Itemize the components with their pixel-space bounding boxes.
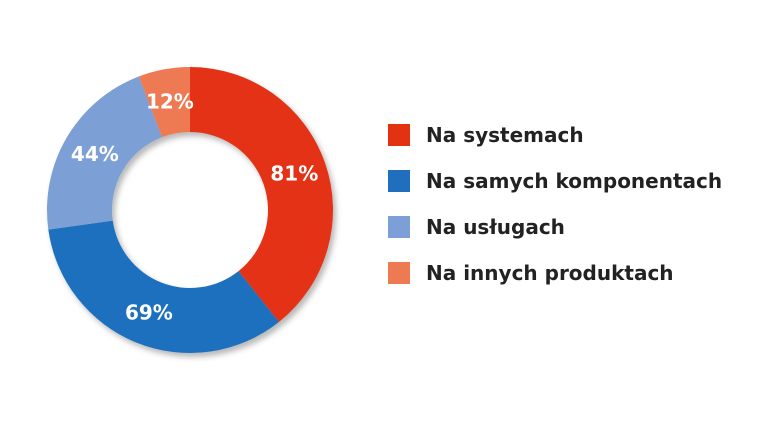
legend-swatch-1 xyxy=(388,124,410,146)
legend-item-3: Na usługach xyxy=(388,204,722,250)
donut-slice-3 xyxy=(46,76,163,230)
legend-item-1: Na systemach xyxy=(388,112,722,158)
legend-label-1: Na systemach xyxy=(426,123,584,147)
legend-label-3: Na usługach xyxy=(426,215,565,239)
donut-slices xyxy=(46,67,333,353)
donut-value-label-3: 44% xyxy=(71,142,119,166)
legend-swatch-4 xyxy=(388,262,410,284)
donut-value-label-4: 12% xyxy=(146,89,194,113)
donut-slice-2 xyxy=(48,220,279,353)
donut-slice-1 xyxy=(190,67,333,322)
legend-label-2: Na samych komponentach xyxy=(426,169,723,193)
donut-value-labels: 81% 69% 44% 12% xyxy=(71,89,318,324)
chart-legend: Na systemach Na samych komponentach Na usł… xyxy=(388,112,722,296)
legend-item-4: Na innych produktach xyxy=(388,250,722,296)
donut-value-label-2: 69% xyxy=(125,301,173,325)
legend-swatch-2 xyxy=(388,170,410,192)
legend-item-2: Na samych komponentach xyxy=(388,158,722,204)
donut-slice-4 xyxy=(138,67,190,138)
donut-value-label-1: 81% xyxy=(270,162,318,186)
legend-label-4: Na innych produktach xyxy=(426,261,674,285)
legend-swatch-3 xyxy=(388,216,410,238)
